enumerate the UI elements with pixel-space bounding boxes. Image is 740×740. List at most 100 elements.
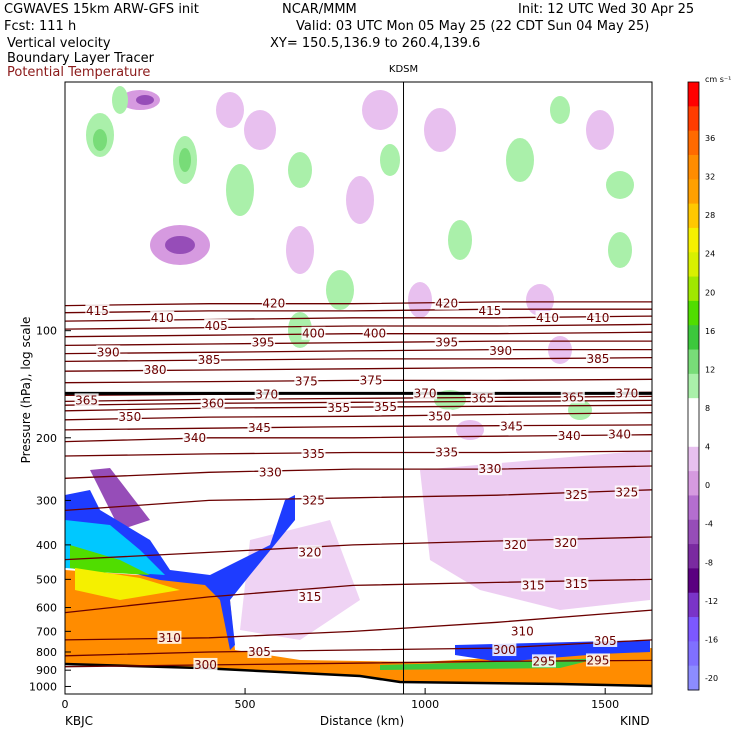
colorbar-label: 36 <box>705 134 715 143</box>
velocity-plume <box>90 468 150 530</box>
colorbar-segment <box>688 617 699 642</box>
theta-label-bg <box>503 537 528 551</box>
theta-label: 370 <box>615 386 638 400</box>
y-tick-label: 500 <box>36 573 57 586</box>
colorbar-label: -20 <box>705 674 718 683</box>
org-label: NCAR/MMM <box>282 2 357 17</box>
theta-label: 335 <box>302 447 325 461</box>
theta-label-bg <box>301 326 326 340</box>
velocity-blob <box>244 110 276 150</box>
colorbar-label: -8 <box>705 558 713 567</box>
plot-frame <box>64 81 653 695</box>
theta-label: 395 <box>435 336 458 350</box>
theta-label: 295 <box>533 654 556 668</box>
theta-contours <box>65 301 652 668</box>
velocity-blob <box>380 144 400 176</box>
axes: 0 500 1000 1500 100 200 300 400 500 600 700 800 900 1… <box>29 325 619 711</box>
theta-label-bg <box>200 396 225 410</box>
velocity-region <box>240 520 360 640</box>
colorbar-segment <box>688 446 699 472</box>
theta-contour-365 <box>65 395 652 403</box>
colorbar-label: 28 <box>705 211 715 220</box>
y-tick-label: 100 <box>36 325 57 338</box>
theta-label-bg <box>593 633 618 647</box>
velocity-blob <box>506 138 534 182</box>
y-tick-label: 900 <box>36 664 57 677</box>
theta-label: 345 <box>248 421 271 435</box>
colorbar-segment <box>688 179 699 205</box>
colorbar-segment <box>688 373 699 399</box>
theta-label: 355 <box>374 400 397 414</box>
theta-contour-320 <box>65 536 652 561</box>
theta-label-bg <box>251 335 276 349</box>
theta-label: 340 <box>183 431 206 445</box>
colorbar-label: 16 <box>705 327 715 336</box>
theta-label: 410 <box>151 311 174 325</box>
theta-contour-405 <box>65 323 652 330</box>
theta-label-bg <box>557 429 582 443</box>
station-right: KIND <box>620 714 650 728</box>
theta-label-bg <box>564 576 589 590</box>
theta-label-bg <box>477 303 502 317</box>
theta-label: 315 <box>298 590 321 604</box>
theta-contour-340 <box>65 434 652 443</box>
x-tick-label: 0 <box>62 698 69 711</box>
colorbar-segment <box>688 276 699 302</box>
theta-label: 410 <box>536 311 559 325</box>
colorbar-unit: cm s⁻¹ <box>705 75 731 84</box>
colorbar-segment <box>688 349 699 375</box>
velocity-blob <box>608 232 632 268</box>
colorbar-label: 8 <box>705 404 710 413</box>
colorbar-segment <box>688 325 699 351</box>
theta-label: 365 <box>75 393 98 407</box>
colorbar-label: 24 <box>705 250 715 259</box>
y-tick-label: 400 <box>36 539 57 552</box>
theta-label-bg <box>258 465 283 479</box>
theta-label: 355 <box>327 401 350 415</box>
colorbar-label: -4 <box>705 520 713 529</box>
theta-label: 370 <box>414 386 437 400</box>
colorbar-segment <box>688 82 699 107</box>
theta-label: 340 <box>608 428 631 442</box>
theta-label: 360 <box>201 396 224 410</box>
theta-label: 330 <box>478 462 501 476</box>
theta-label-bg <box>117 410 142 424</box>
colorbar-segment <box>688 592 699 618</box>
theta-label: 385 <box>587 352 610 366</box>
velocity-blob <box>326 270 354 310</box>
velocity-blob <box>288 152 312 188</box>
colorbar-segment <box>688 154 699 180</box>
station-kdsm: KDSM <box>389 64 418 75</box>
theta-label: 295 <box>587 653 610 667</box>
y-tick-label: 1000 <box>29 680 57 693</box>
tracer-edge-blue <box>65 490 295 650</box>
theta-label-bg <box>564 488 589 502</box>
colorbar-segment <box>688 568 699 594</box>
theta-contour-395 <box>65 340 652 347</box>
theta-label: 395 <box>252 336 275 350</box>
theta-label-bg <box>427 409 452 423</box>
velocity-blob <box>362 90 398 130</box>
colorbar-segment <box>688 422 699 448</box>
colorbar-segment <box>688 106 699 132</box>
theta-label-bg <box>434 335 459 349</box>
theta-label: 420 <box>435 297 458 311</box>
velocity-blob <box>424 108 456 152</box>
theta-label-bg <box>614 386 639 400</box>
theta-label: 315 <box>522 578 545 592</box>
theta-label-bg <box>157 630 182 644</box>
velocity-blob <box>448 220 472 260</box>
cross-section-coords: XY= 150.5,136.9 to 260.4,139.6 <box>270 36 481 51</box>
velocity-blob <box>165 236 195 254</box>
theta-label-bg <box>373 400 398 414</box>
theta-label-bg <box>585 351 610 365</box>
theta-label-bg <box>294 374 319 388</box>
theta-label: 305 <box>248 645 271 659</box>
theta-label-bg <box>359 373 384 387</box>
theta-label-bg <box>301 493 326 507</box>
theta-label: 350 <box>118 410 141 424</box>
theta-label: 300 <box>493 643 516 657</box>
tracer-edge-yellow <box>75 568 180 600</box>
theta-label: 335 <box>435 446 458 460</box>
